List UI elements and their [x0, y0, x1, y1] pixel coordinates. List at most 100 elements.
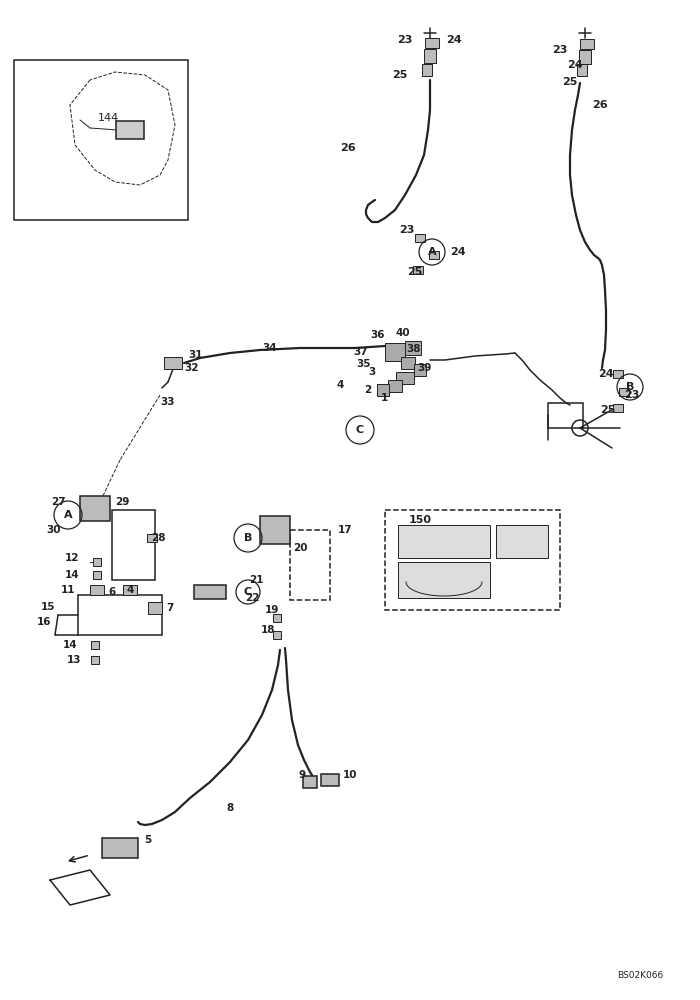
Bar: [80, 495, 110, 520]
Bar: [164, 357, 182, 369]
Text: 16: 16: [36, 617, 51, 627]
Bar: [147, 534, 157, 542]
Bar: [405, 341, 421, 355]
Text: 9: 9: [298, 770, 306, 780]
Bar: [194, 585, 226, 599]
Text: C: C: [356, 425, 364, 435]
Text: 25: 25: [407, 267, 423, 277]
Text: 29: 29: [115, 497, 130, 507]
Text: 23: 23: [398, 35, 413, 45]
Bar: [321, 774, 339, 786]
Bar: [102, 838, 138, 858]
Text: 24: 24: [598, 369, 614, 379]
Bar: [14, 60, 188, 220]
Bar: [91, 641, 99, 649]
Text: 26: 26: [340, 143, 356, 153]
Bar: [260, 516, 290, 544]
Bar: [422, 64, 432, 76]
Bar: [273, 631, 281, 639]
Bar: [496, 525, 548, 558]
Text: 39: 39: [418, 363, 432, 373]
Text: 8: 8: [226, 803, 234, 813]
Text: 36: 36: [371, 330, 385, 340]
Text: 2: 2: [365, 385, 372, 395]
Bar: [401, 357, 415, 369]
Text: 25: 25: [392, 70, 407, 80]
Text: 11: 11: [61, 585, 76, 595]
Text: A: A: [428, 247, 436, 257]
Text: 18: 18: [260, 625, 275, 635]
Text: 27: 27: [50, 497, 65, 507]
Text: 17: 17: [337, 525, 352, 535]
Bar: [385, 510, 560, 610]
Bar: [579, 50, 591, 64]
Bar: [78, 595, 162, 635]
Text: 13: 13: [66, 655, 81, 665]
Bar: [91, 656, 99, 664]
Text: 24: 24: [567, 60, 583, 70]
Bar: [388, 380, 402, 392]
Text: BS02K066: BS02K066: [617, 970, 663, 980]
Text: 25: 25: [562, 77, 578, 87]
Bar: [303, 776, 317, 788]
Text: 24: 24: [450, 247, 466, 257]
Bar: [398, 562, 490, 598]
Text: A: A: [64, 510, 72, 520]
Bar: [577, 64, 587, 76]
Bar: [619, 388, 629, 396]
Text: 15: 15: [41, 602, 55, 612]
Bar: [123, 585, 137, 595]
Text: 31: 31: [189, 350, 203, 360]
Text: 3: 3: [368, 367, 376, 377]
Text: C: C: [244, 587, 252, 597]
Text: 4: 4: [336, 380, 344, 390]
Text: 150: 150: [409, 515, 431, 525]
Text: 38: 38: [407, 344, 421, 354]
Text: 14: 14: [63, 640, 77, 650]
Bar: [613, 404, 623, 412]
Text: 23: 23: [399, 225, 414, 235]
Text: 26: 26: [592, 100, 608, 110]
Text: 23: 23: [624, 390, 640, 400]
Text: B: B: [244, 533, 252, 543]
Text: 5: 5: [144, 835, 152, 845]
Bar: [290, 530, 330, 600]
Text: B: B: [626, 382, 634, 392]
Bar: [547, 402, 582, 428]
Text: 28: 28: [150, 533, 165, 543]
Text: 35: 35: [357, 359, 371, 369]
Bar: [613, 370, 623, 378]
Bar: [414, 364, 426, 376]
Bar: [112, 510, 155, 580]
Text: 30: 30: [47, 525, 62, 535]
Text: 23: 23: [552, 45, 568, 55]
Text: 34: 34: [262, 343, 277, 353]
Text: 6: 6: [108, 587, 116, 597]
Text: 4: 4: [126, 585, 134, 595]
Text: 21: 21: [248, 575, 263, 585]
Bar: [273, 614, 281, 622]
Bar: [424, 49, 436, 63]
Text: 19: 19: [265, 605, 279, 615]
Text: 40: 40: [395, 328, 410, 338]
Bar: [396, 372, 414, 384]
Bar: [398, 525, 490, 558]
Bar: [415, 234, 425, 242]
Bar: [90, 585, 104, 595]
Text: 33: 33: [161, 397, 175, 407]
Text: 14: 14: [64, 570, 79, 580]
Text: 7: 7: [167, 603, 174, 613]
Bar: [148, 602, 162, 614]
Text: 32: 32: [185, 363, 200, 373]
Bar: [580, 39, 594, 49]
Text: 37: 37: [354, 347, 368, 357]
Bar: [377, 384, 389, 396]
Text: 12: 12: [64, 553, 79, 563]
Bar: [93, 558, 101, 566]
Text: 22: 22: [245, 593, 259, 603]
Bar: [429, 251, 439, 259]
Text: 10: 10: [343, 770, 357, 780]
Text: 25: 25: [601, 405, 616, 415]
Text: 1: 1: [380, 393, 388, 403]
Bar: [425, 38, 439, 48]
